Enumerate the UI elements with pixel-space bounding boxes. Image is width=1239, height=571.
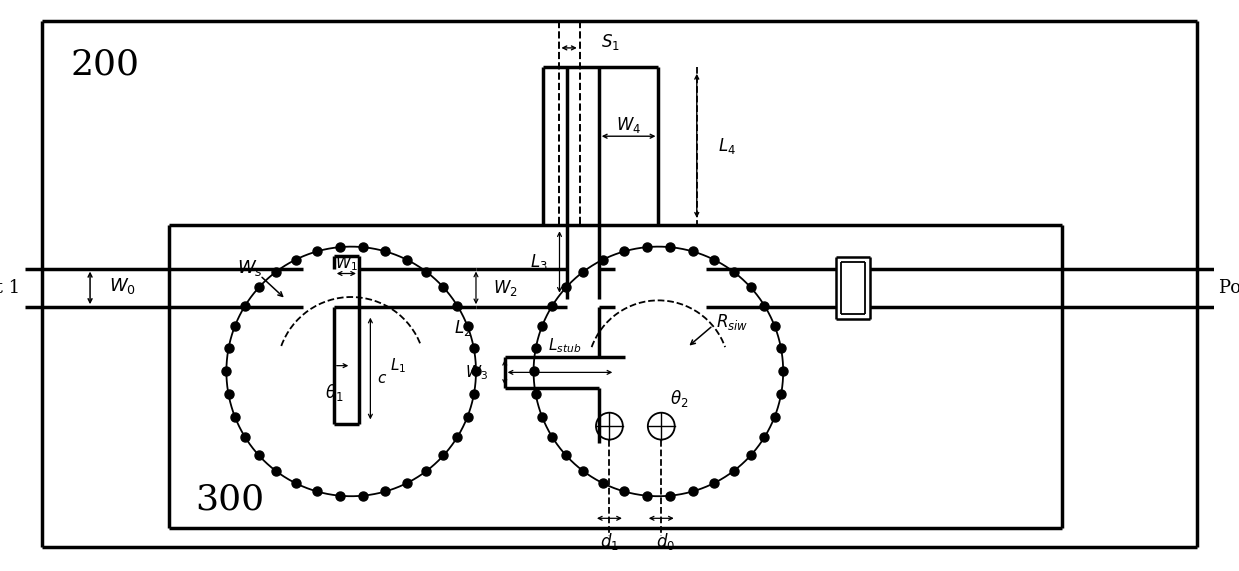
Text: $d_1$: $d_1$ xyxy=(600,531,620,552)
Text: $L_1$: $L_1$ xyxy=(389,356,406,375)
Text: $S_1$: $S_1$ xyxy=(601,32,620,52)
Text: Port 2: Port 2 xyxy=(1219,279,1239,297)
Text: $L_{stub}$: $L_{stub}$ xyxy=(548,336,581,355)
Text: 300: 300 xyxy=(196,482,265,516)
Text: $W_s$: $W_s$ xyxy=(238,258,264,278)
Text: $W_0$: $W_0$ xyxy=(109,276,136,296)
Text: $L_4$: $L_4$ xyxy=(717,136,736,156)
Text: $W_3$: $W_3$ xyxy=(465,363,487,382)
Text: $W_2$: $W_2$ xyxy=(493,278,518,298)
Text: $\theta_2$: $\theta_2$ xyxy=(670,388,689,409)
Text: $d_0$: $d_0$ xyxy=(655,531,675,552)
Text: $R_{siw}$: $R_{siw}$ xyxy=(716,312,748,332)
Text: $W_4$: $W_4$ xyxy=(616,115,642,135)
Text: $\theta_1$: $\theta_1$ xyxy=(325,382,343,403)
Text: $c$: $c$ xyxy=(377,372,387,386)
Text: Port 1: Port 1 xyxy=(0,279,20,297)
Text: $L_3$: $L_3$ xyxy=(530,252,548,272)
Text: $L_2$: $L_2$ xyxy=(453,318,471,338)
Text: $W_1$: $W_1$ xyxy=(335,255,358,274)
Text: 200: 200 xyxy=(71,48,140,82)
